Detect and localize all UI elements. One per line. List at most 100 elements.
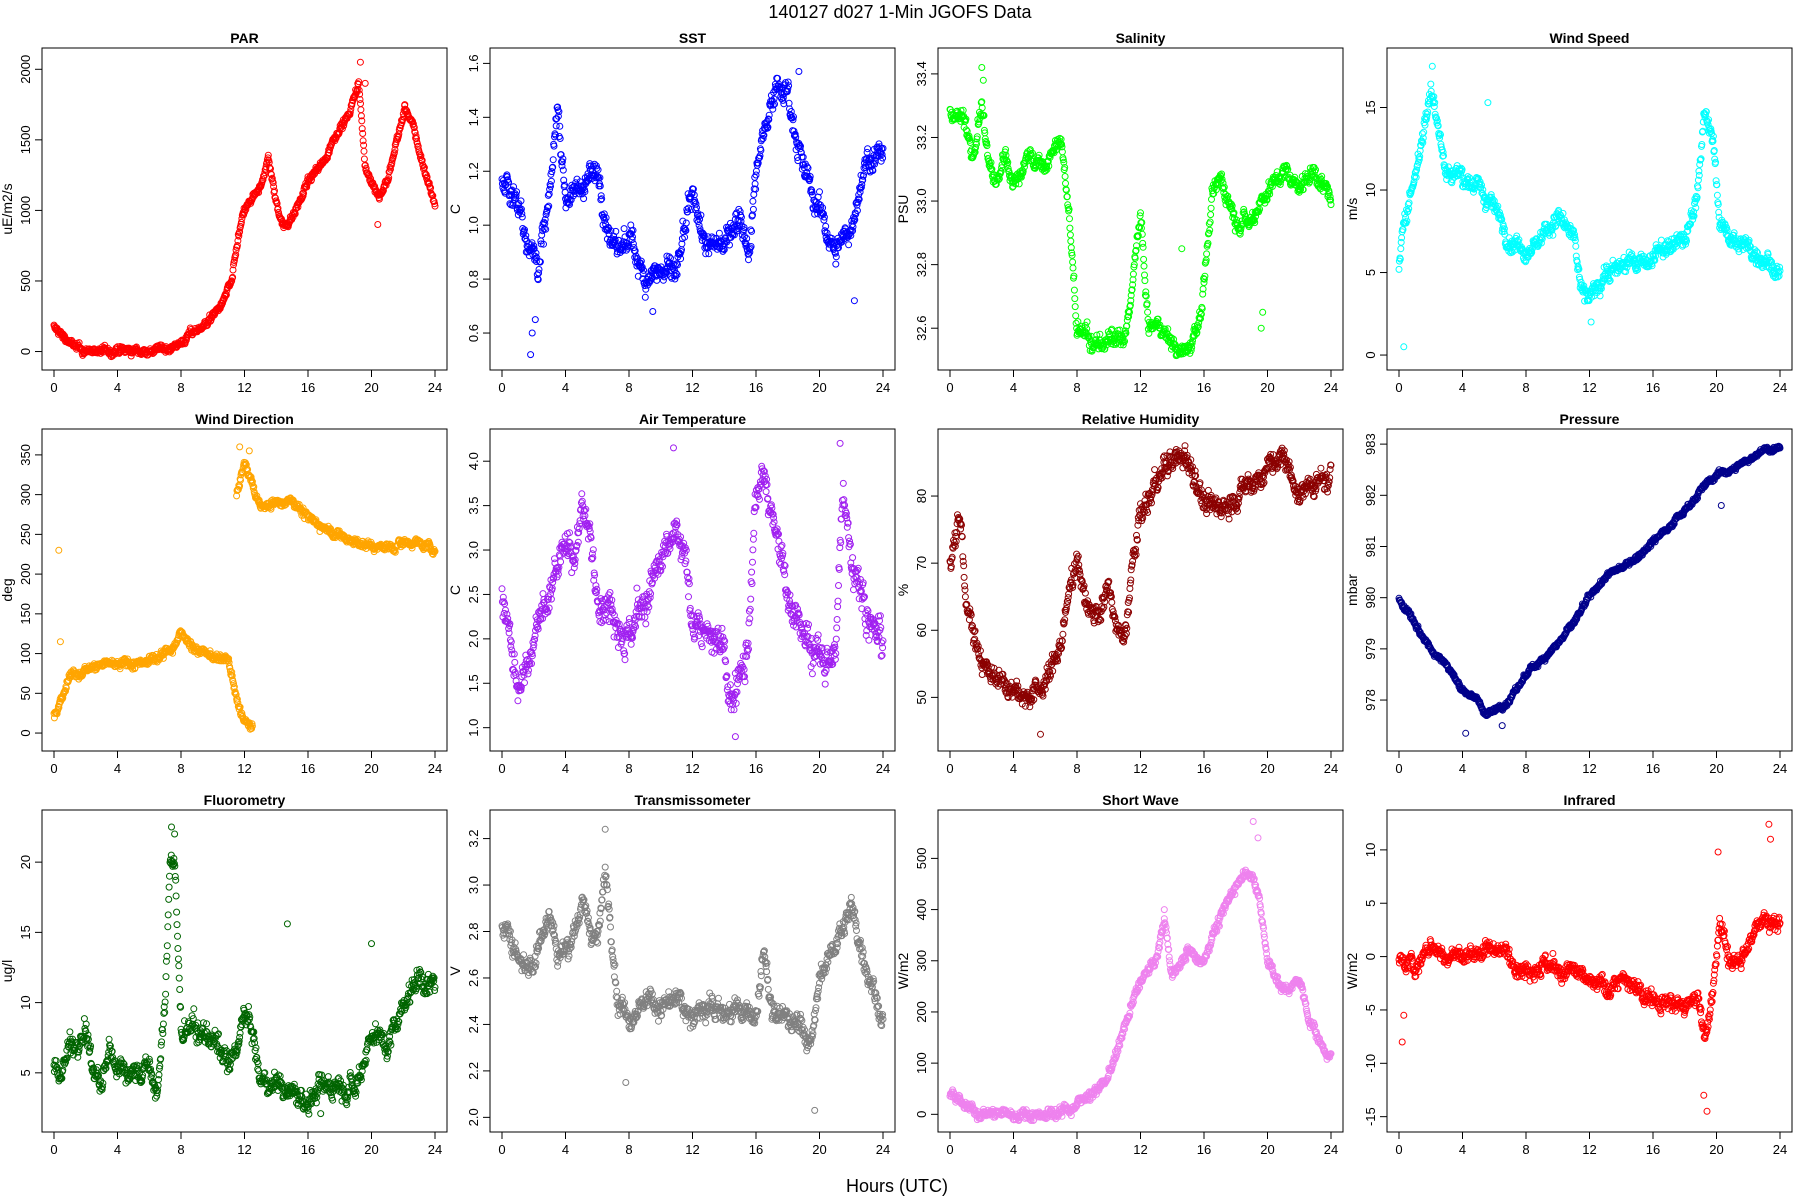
data-point	[255, 189, 263, 196]
data-point	[236, 228, 244, 236]
data-point	[274, 204, 282, 212]
x-tick-label: 24	[876, 380, 890, 395]
x-tick-label: 12	[685, 380, 699, 395]
y-tick-label: 0	[1363, 351, 1378, 358]
y-tick-label: 5	[1363, 269, 1378, 276]
y-tick-label: 32.8	[914, 252, 929, 277]
data-point	[229, 273, 237, 281]
x-tick-label: 16	[1646, 380, 1660, 395]
x-tick-label: 12	[237, 380, 251, 395]
panel-title: Salinity	[1116, 30, 1166, 46]
y-tick-label: 250	[18, 524, 33, 546]
x-tick-label: 0	[946, 380, 953, 395]
y-tick-label: 500	[18, 270, 33, 292]
x-tick-label: 4	[1010, 380, 1017, 395]
x-tick-label: 0	[1395, 380, 1402, 395]
y-tick-label: 33.2	[914, 125, 929, 150]
x-tick-label: 8	[177, 380, 184, 395]
data-point	[255, 185, 263, 193]
data-point	[269, 179, 277, 187]
x-tick-label: 16	[749, 380, 763, 395]
panel-title: Air Temperature	[639, 411, 746, 427]
y-axis-label: deg	[0, 578, 15, 601]
data-points	[50, 58, 439, 361]
y-tick-label: 1.0	[466, 719, 481, 737]
y-tick-label: 4.0	[466, 452, 481, 470]
y-tick-label: 15	[1363, 100, 1378, 114]
data-point	[271, 187, 278, 195]
x-tick-label: 0	[50, 761, 57, 776]
x-tick-label: 16	[749, 761, 763, 776]
data-point	[232, 251, 240, 259]
panel-title: SST	[679, 30, 707, 46]
y-tick-label: 150	[18, 603, 33, 625]
x-tick-label: 8	[177, 761, 184, 776]
y-tick-label: 100	[18, 643, 33, 665]
y-tick-label: 350	[18, 444, 33, 466]
data-point	[230, 261, 237, 269]
data-point	[229, 266, 237, 274]
y-tick-label: 1.2	[466, 162, 481, 180]
y-tick-label: 1000	[18, 196, 33, 225]
x-tick-label: 0	[50, 380, 57, 395]
y-tick-label: 1.4	[466, 108, 481, 126]
figure-xlabel: Hours (UTC)	[846, 1176, 948, 1196]
x-tick-label: 20	[364, 761, 378, 776]
x-tick-label: 12	[1582, 380, 1596, 395]
data-point	[233, 242, 241, 249]
panel-title: Wind Direction	[195, 411, 294, 427]
x-tick-label: 4	[562, 761, 569, 776]
x-tick-label: 20	[1260, 380, 1274, 395]
data-point	[235, 232, 243, 240]
y-tick-label: 3.0	[466, 541, 481, 559]
x-tick-label: 4	[562, 380, 569, 395]
y-tick-label: 0.8	[466, 270, 481, 288]
y-axis-label: uE/m2/s	[0, 183, 15, 234]
x-tick-label: 12	[237, 761, 251, 776]
y-tick-label: 1.5	[466, 674, 481, 692]
x-tick-label: 20	[364, 380, 378, 395]
y-tick-label: 50	[18, 686, 33, 700]
y-tick-label: 33.0	[914, 188, 929, 213]
x-tick-label: 8	[1073, 380, 1080, 395]
x-tick-label: 24	[1324, 380, 1338, 395]
data-point	[59, 330, 67, 338]
data-point	[228, 277, 236, 285]
data-point	[268, 174, 276, 182]
y-axis-label: m/s	[1344, 198, 1360, 221]
data-point	[267, 171, 275, 179]
data-point	[262, 165, 270, 173]
y-tick-label: 3.5	[466, 497, 481, 515]
x-tick-label: 24	[876, 761, 890, 776]
x-tick-label: 8	[625, 380, 632, 395]
y-tick-label: 2.0	[466, 630, 481, 648]
y-tick-label: 1.6	[466, 54, 481, 72]
x-tick-label: 8	[625, 761, 632, 776]
x-tick-label: 20	[812, 380, 826, 395]
y-tick-label: 300	[18, 484, 33, 506]
y-tick-label: 33.4	[914, 61, 929, 86]
panel-title: Wind Speed	[1550, 30, 1630, 46]
y-tick-label: 200	[18, 563, 33, 585]
x-tick-label: 4	[114, 761, 121, 776]
x-tick-label: 12	[1133, 380, 1147, 395]
x-tick-label: 0	[498, 380, 505, 395]
figure-title: 140127 d027 1-Min JGOFS Data	[768, 2, 1032, 22]
x-tick-label: 24	[428, 761, 442, 776]
y-tick-label: 0.6	[466, 324, 481, 342]
x-tick-label: 24	[428, 380, 442, 395]
x-tick-label: 20	[812, 761, 826, 776]
x-tick-label: 12	[685, 761, 699, 776]
data-point	[217, 303, 225, 311]
panel-title: PAR	[230, 30, 259, 46]
x-tick-label: 20	[1709, 380, 1723, 395]
x-tick-label: 24	[1773, 380, 1787, 395]
y-tick-label: 10	[1363, 183, 1378, 197]
y-tick-label: 0	[18, 348, 33, 355]
data-point	[259, 176, 267, 184]
x-tick-label: 16	[1197, 380, 1211, 395]
data-point	[237, 218, 245, 226]
